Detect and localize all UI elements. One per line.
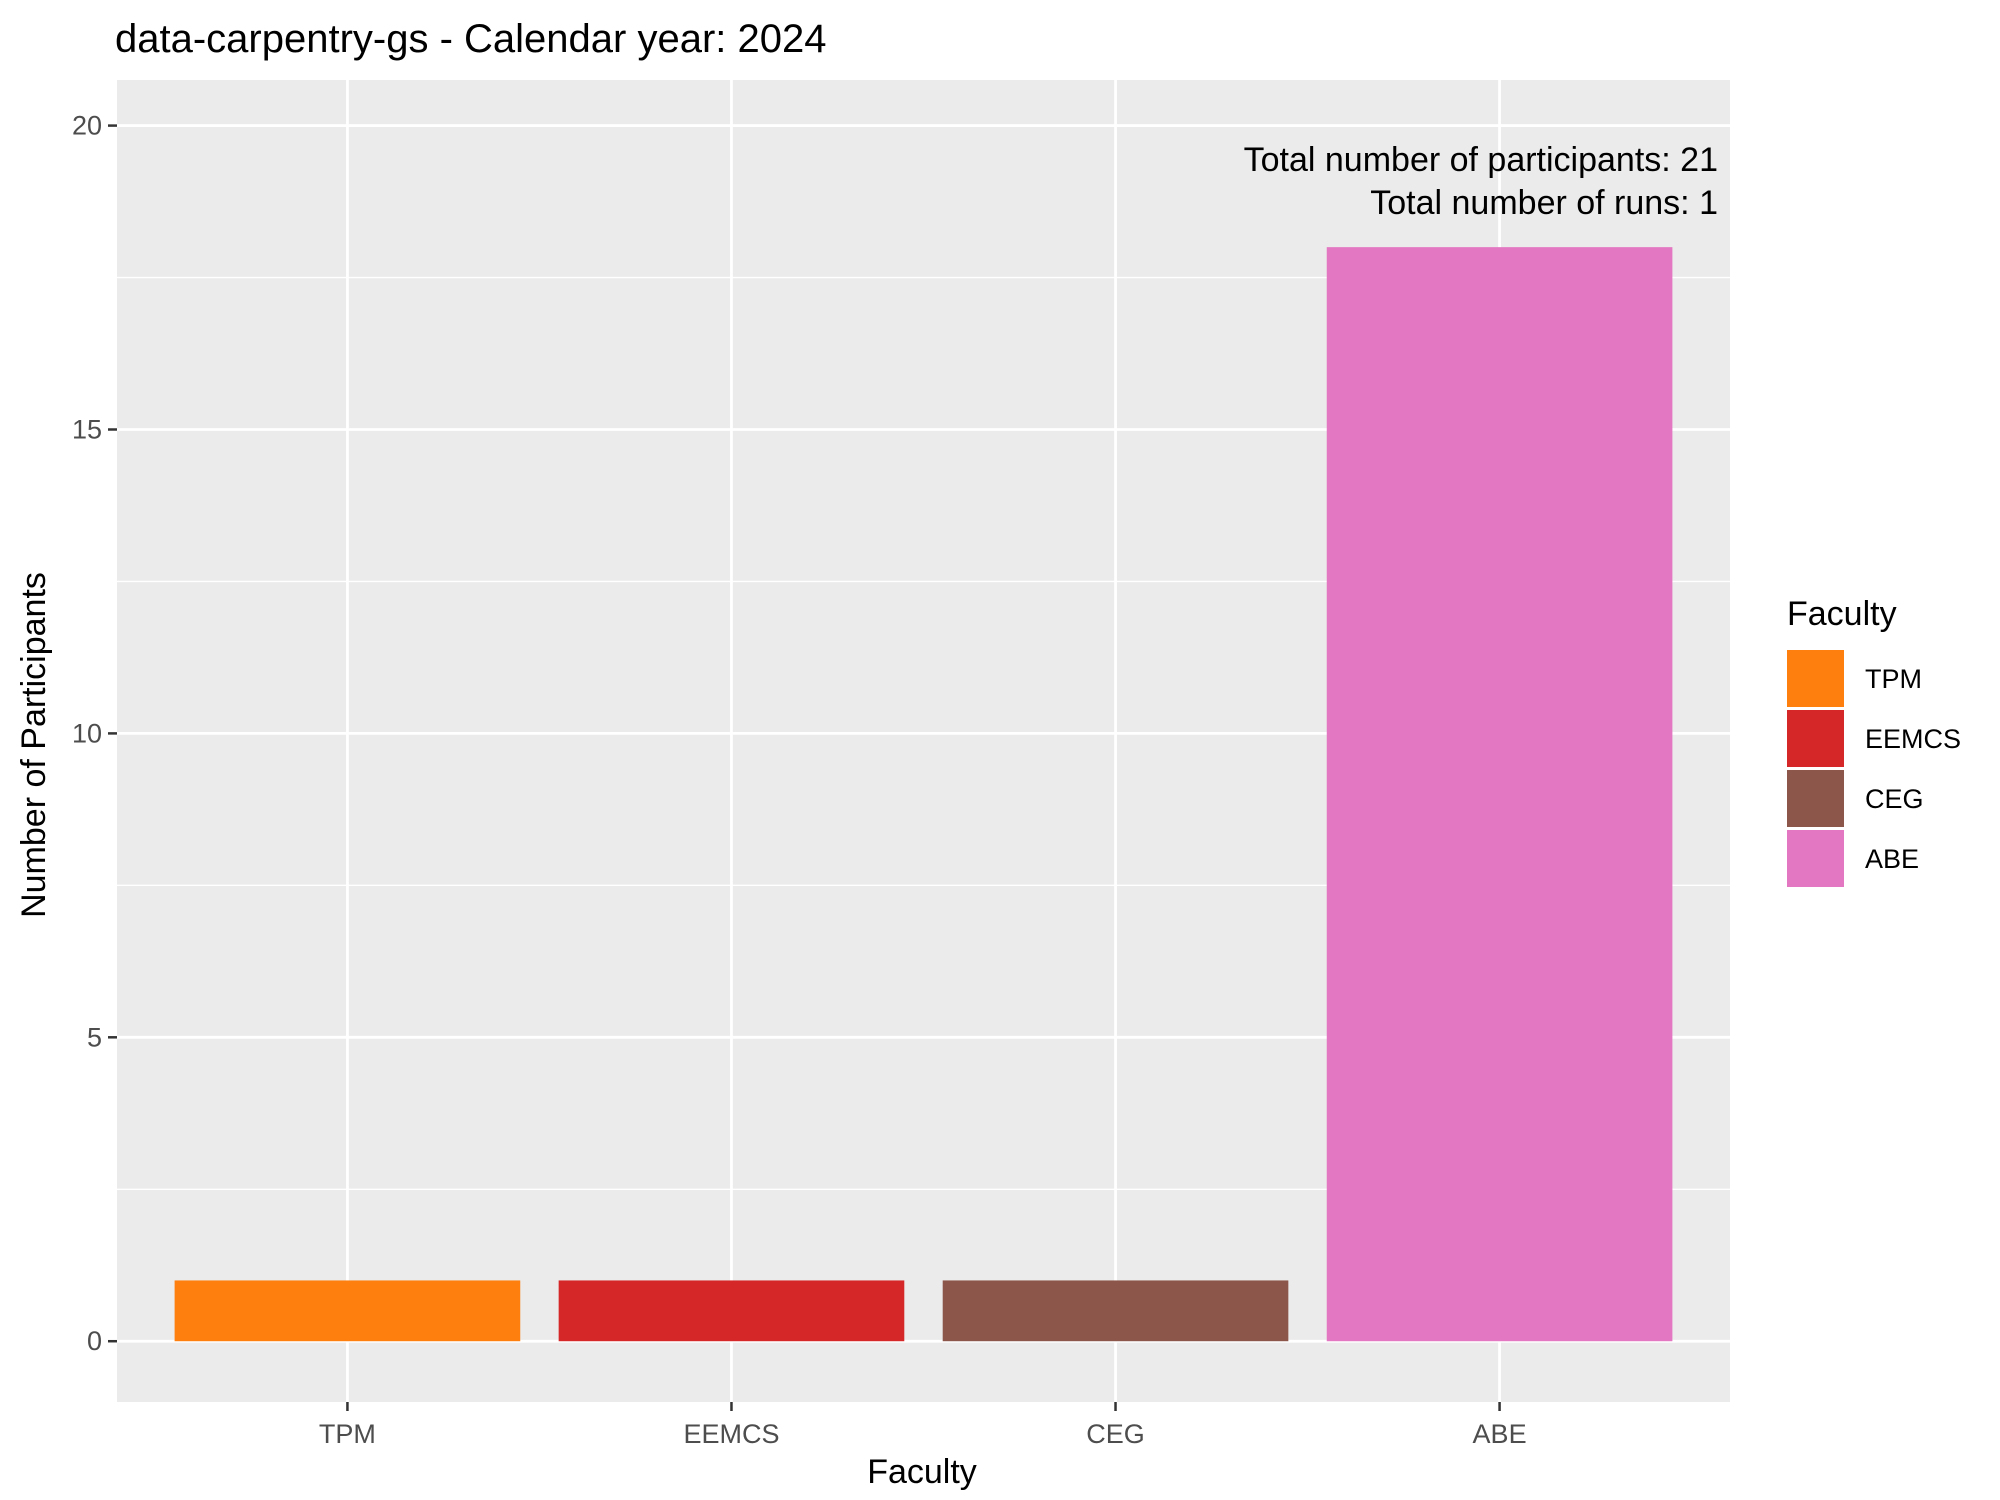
- legend-label-abe: ABE: [1865, 844, 1919, 874]
- y-tick-label: 0: [87, 1326, 102, 1356]
- legend-label-ceg: CEG: [1865, 784, 1924, 814]
- annotations: Total number of participants: 21 Total nu…: [1244, 141, 1718, 222]
- legend-label-tpm: TPM: [1865, 664, 1922, 694]
- x-tick-label-abe: ABE: [1473, 1419, 1527, 1449]
- bars: [174, 247, 1673, 1342]
- x-axis: TPM EEMCS CEG ABE: [319, 1402, 1527, 1449]
- y-tick-label: 5: [87, 1022, 102, 1052]
- x-tick-label-tpm: TPM: [319, 1419, 376, 1449]
- y-axis-title: Number of Participants: [15, 572, 53, 918]
- total-participants-annotation: Total number of participants: 21: [1244, 141, 1718, 179]
- x-tick-label-eemcs: EEMCS: [683, 1419, 779, 1449]
- y-tick-label: 15: [72, 414, 102, 444]
- legend: Faculty TPM EEMCS CEG ABE: [1787, 595, 1961, 887]
- y-tick-label: 20: [72, 111, 102, 141]
- legend-title: Faculty: [1787, 595, 1897, 633]
- legend-key-ceg: [1787, 770, 1844, 827]
- legend-label-eemcs: EEMCS: [1865, 724, 1961, 754]
- bar-ceg: [942, 1280, 1289, 1342]
- bar-tpm: [174, 1280, 521, 1342]
- x-axis-title: Faculty: [867, 1453, 977, 1491]
- bar-abe: [1326, 247, 1673, 1342]
- chart-title: data-carpentry-gs - Calendar year: 2024: [115, 17, 826, 61]
- legend-key-tpm: [1787, 650, 1844, 707]
- legend-key-abe: [1787, 830, 1844, 887]
- bar-eemcs: [558, 1280, 905, 1342]
- legend-key-eemcs: [1787, 710, 1844, 767]
- y-tick-label: 10: [72, 718, 102, 748]
- total-runs-annotation: Total number of runs: 1: [1370, 184, 1718, 222]
- y-axis: 0 5 10 15 20: [72, 111, 117, 1356]
- x-tick-label-ceg: CEG: [1086, 1419, 1145, 1449]
